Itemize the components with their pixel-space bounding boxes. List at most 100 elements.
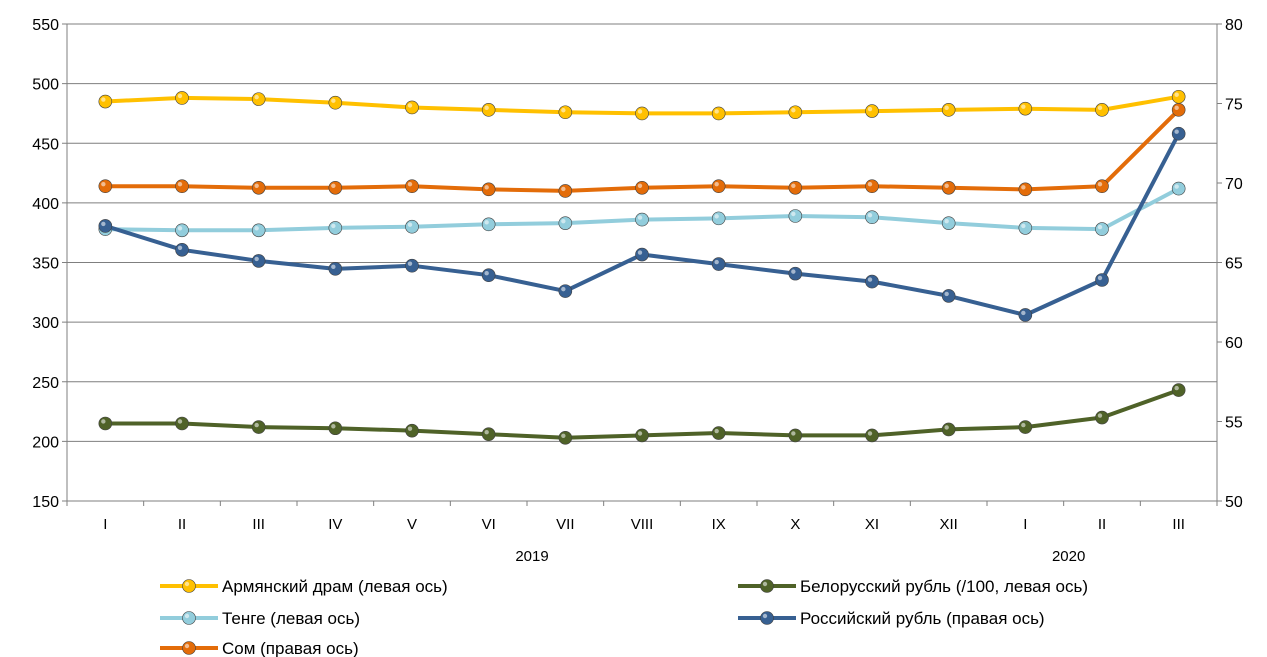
legend-item: Тенге (левая ось) (160, 609, 360, 628)
data-point-highlight (177, 181, 183, 187)
data-point (1018, 420, 1033, 434)
data-point-highlight (254, 94, 259, 100)
data-point (328, 262, 343, 276)
legend-marker-highlight (762, 581, 768, 587)
data-point (98, 416, 113, 431)
x-category-label: V (407, 516, 417, 533)
data-point (788, 428, 803, 443)
data-point (1171, 126, 1186, 141)
data-point (251, 180, 266, 195)
data-point-highlight (1174, 105, 1179, 111)
data-point (558, 216, 573, 230)
data-point-highlight (177, 93, 183, 99)
right-axis-ticks: 50 55 60 65 70 75 80 (1217, 17, 1243, 511)
data-point-highlight (331, 264, 336, 270)
data-point (865, 274, 879, 289)
series-3 (98, 181, 1186, 238)
data-point-highlight (1021, 422, 1026, 428)
data-point (1018, 308, 1033, 322)
data-point (328, 221, 343, 235)
data-point-highlight (484, 271, 489, 276)
data-point (328, 180, 343, 195)
data-point-highlight (791, 211, 796, 217)
data-point-highlight (1174, 92, 1179, 97)
data-point-highlight (407, 426, 413, 431)
data-point (481, 427, 496, 442)
x-category-label: IV (328, 516, 342, 533)
data-point (635, 428, 649, 443)
left-tick-label: 550 (32, 17, 59, 34)
right-tick-label: 80 (1225, 17, 1243, 34)
data-point (788, 105, 803, 120)
x-category-label: II (1098, 516, 1106, 533)
data-point-highlight (561, 218, 566, 224)
x-category-label: IX (712, 516, 726, 533)
legend-marker-highlight (184, 613, 190, 619)
data-point (558, 105, 573, 120)
series-5 (98, 103, 1186, 198)
legend-label: Российский рубль (правая ось) (800, 609, 1045, 628)
legend-item: Белорусский рубль (/100, левая ось) (738, 577, 1088, 596)
data-point (405, 179, 419, 193)
data-point-highlight (637, 109, 643, 114)
legend-swatch-marker (760, 611, 774, 625)
data-point (1095, 179, 1109, 193)
x-axis-year-labels: 2019 2020 (515, 548, 1085, 565)
data-point (711, 106, 726, 121)
data-point-highlight (561, 433, 566, 438)
x-category-label: I (1023, 516, 1027, 533)
data-point (635, 106, 649, 121)
data-point-highlight (1174, 385, 1179, 391)
data-point (711, 257, 726, 271)
data-point (635, 180, 649, 195)
legend-marker-highlight (184, 581, 190, 587)
data-point-highlight (714, 181, 719, 187)
data-point (175, 242, 189, 257)
gridlines (67, 23, 1217, 442)
data-point-highlight (407, 261, 413, 266)
legend-item: Армянский драм (левая ось) (160, 577, 448, 596)
data-point (711, 426, 726, 440)
data-point-highlight (714, 428, 719, 434)
data-point (405, 423, 419, 438)
data-point (328, 95, 343, 110)
data-point-highlight (637, 431, 643, 436)
data-point (98, 179, 113, 193)
data-point (1095, 103, 1109, 117)
data-point-highlight (177, 419, 183, 424)
series-2 (98, 383, 1186, 445)
data-point-highlight (331, 223, 336, 229)
legend-label: Тенге (левая ось) (222, 609, 360, 628)
data-point (865, 210, 879, 224)
data-point (328, 421, 343, 436)
data-point-highlight (637, 215, 643, 220)
data-point (711, 211, 726, 226)
data-point-highlight (714, 259, 719, 265)
data-point-highlight (101, 181, 106, 187)
data-point (941, 180, 956, 195)
right-tick-label: 50 (1225, 494, 1243, 511)
legend-label: Армянский драм (левая ось) (222, 577, 448, 596)
legend-marker-highlight (762, 613, 768, 619)
data-point-highlight (791, 431, 796, 436)
data-point-highlight (1021, 310, 1026, 316)
data-point (558, 430, 573, 445)
right-tick-label: 65 (1225, 256, 1243, 273)
data-point-highlight (1174, 129, 1179, 134)
data-point (788, 209, 803, 223)
data-point (865, 428, 879, 443)
data-point (635, 247, 649, 262)
data-point-highlight (867, 277, 873, 282)
data-point-highlight (867, 431, 873, 436)
left-tick-label: 350 (32, 256, 59, 273)
legend-item: Российский рубль (правая ось) (738, 609, 1045, 628)
data-point (1171, 383, 1186, 397)
data-point-highlight (561, 186, 566, 192)
data-point (405, 258, 419, 273)
data-point (1171, 89, 1186, 104)
left-tick-label: 500 (32, 77, 59, 94)
data-point (788, 180, 803, 195)
data-point (635, 212, 649, 227)
data-point (251, 420, 266, 434)
